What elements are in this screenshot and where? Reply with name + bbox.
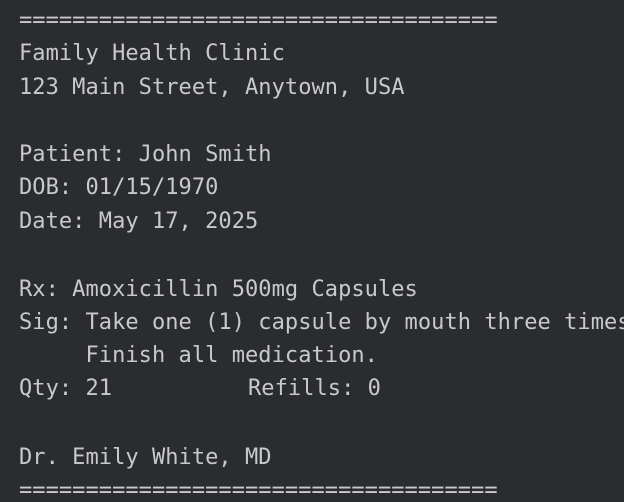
prescription-date: Date: May 17, 2025 xyxy=(19,209,259,234)
clinic-name: Family Health Clinic xyxy=(19,41,285,66)
sig-instructions: Sig: Take one (1) capsule by mouth three… xyxy=(19,310,624,335)
clinic-address: 123 Main Street, Anytown, USA xyxy=(19,75,405,100)
top-separator: ==================================== xyxy=(19,8,498,33)
bottom-separator: ==================================== xyxy=(19,478,498,502)
rx-medication: Rx: Amoxicillin 500mg Capsules xyxy=(19,277,418,302)
patient-name: Patient: John Smith xyxy=(19,142,272,167)
sig-instructions-continued: Finish all medication. xyxy=(19,343,378,368)
refills: Refills: 0 xyxy=(248,376,381,401)
prescriber-signature: Dr. Emily White, MD xyxy=(19,445,272,470)
patient-dob: DOB: 01/15/1970 xyxy=(19,175,219,200)
quantity: Qty: 21 xyxy=(19,376,113,401)
